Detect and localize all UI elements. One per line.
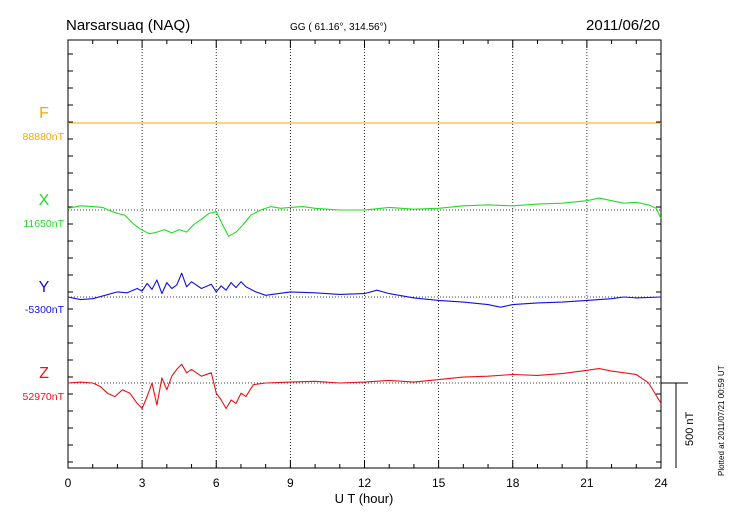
series-baseline-f: 88880nT: [23, 131, 65, 143]
series-name-f: F: [39, 105, 49, 122]
series-name-x: X: [39, 192, 50, 209]
scale-bar-label: 500 nT: [684, 411, 696, 446]
plotted-timestamp: Plotted at 2011/07/21 00:59 UT: [717, 365, 726, 476]
x-tick-label: 9: [287, 476, 294, 490]
x-tick-label: 12: [358, 476, 372, 490]
scale-bar: 500 nT: [661, 382, 696, 468]
series-baseline-z: 52970nT: [23, 391, 65, 403]
coordinates-label: GG ( 61.16°, 314.56°): [290, 22, 387, 33]
tick-layer: [67, 40, 662, 468]
series-line-z: [67, 363, 662, 410]
x-tick-label: 18: [506, 476, 520, 490]
x-tick-label: 24: [654, 476, 668, 490]
x-tick-label: 6: [213, 476, 220, 490]
date-label: 2011/06/20: [586, 17, 660, 34]
series-name-z: Z: [39, 365, 49, 382]
series-name-y: Y: [39, 279, 50, 296]
x-tick-label: 15: [432, 476, 446, 490]
x-tick-label: 21: [580, 476, 594, 490]
series-line-y: [67, 272, 662, 308]
series-baseline-y: -5300nT: [25, 304, 65, 316]
station-title: Narsarsuaq (NAQ): [66, 17, 190, 34]
x-tick-label: 0: [65, 476, 72, 490]
label-layer: 0 3 6 9 12 15 18 21 24 F 88880nT X 11650nT Y -5300nT Z 5…: [23, 105, 668, 490]
x-tick-label: 3: [139, 476, 146, 490]
series-layer: [67, 122, 662, 410]
x-axis-title: U T (hour): [335, 491, 394, 506]
series-line-x: [67, 197, 662, 237]
series-baseline-x: 11650nT: [23, 218, 64, 230]
